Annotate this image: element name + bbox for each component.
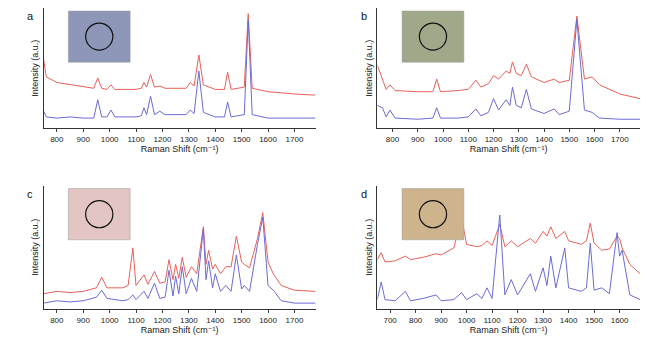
svg-text:Raman Shift (cm⁻¹): Raman Shift (cm⁻¹) [470,144,548,154]
svg-text:1500: 1500 [560,135,578,144]
svg-text:800: 800 [50,316,64,325]
svg-text:1700: 1700 [611,135,629,144]
svg-text:1000: 1000 [101,316,119,325]
svg-text:Raman Shift (cm⁻¹): Raman Shift (cm⁻¹) [141,325,219,335]
svg-text:1200: 1200 [485,135,503,144]
svg-text:b: b [361,10,367,22]
svg-text:Intensity (a.u.): Intensity (a.u.) [30,40,40,97]
svg-text:800: 800 [386,135,400,144]
svg-text:1200: 1200 [154,135,172,144]
svg-text:Intensity (a.u.): Intensity (a.u.) [364,40,374,97]
svg-text:1300: 1300 [180,316,198,325]
svg-text:900: 900 [411,135,425,144]
svg-text:800: 800 [409,316,423,325]
svg-text:1400: 1400 [535,135,553,144]
svg-text:1300: 1300 [180,135,198,144]
svg-text:d: d [361,188,367,200]
svg-text:1500: 1500 [233,135,251,144]
svg-text:800: 800 [50,135,64,144]
svg-text:900: 900 [77,316,91,325]
svg-text:1000: 1000 [434,135,452,144]
svg-text:900: 900 [434,316,448,325]
svg-text:1300: 1300 [510,135,528,144]
svg-text:1200: 1200 [154,316,172,325]
svg-text:Raman Shift (cm⁻¹): Raman Shift (cm⁻¹) [141,144,219,154]
svg-text:700: 700 [383,316,397,325]
svg-text:1000: 1000 [101,135,119,144]
svg-text:1100: 1100 [127,316,145,325]
svg-text:1400: 1400 [206,316,224,325]
svg-text:1400: 1400 [206,135,224,144]
svg-text:c: c [27,188,33,200]
svg-text:1100: 1100 [460,135,478,144]
svg-text:Raman Shift (cm⁻¹): Raman Shift (cm⁻¹) [470,325,548,335]
svg-text:1100: 1100 [483,316,501,325]
svg-text:1400: 1400 [560,316,578,325]
svg-text:1600: 1600 [259,316,277,325]
svg-text:Intensity (a.u.): Intensity (a.u.) [30,219,40,276]
svg-text:1600: 1600 [586,135,604,144]
svg-text:1500: 1500 [585,316,603,325]
svg-text:1100: 1100 [127,135,145,144]
svg-text:Intensity (a.u.): Intensity (a.u.) [364,219,374,276]
svg-text:1700: 1700 [286,135,304,144]
svg-text:900: 900 [77,135,91,144]
svg-text:1300: 1300 [534,316,552,325]
svg-text:a: a [27,10,34,22]
svg-text:1600: 1600 [611,316,629,325]
svg-text:1500: 1500 [233,316,251,325]
svg-text:1600: 1600 [259,135,277,144]
svg-text:1000: 1000 [458,316,476,325]
svg-text:1700: 1700 [286,316,304,325]
svg-text:1200: 1200 [509,316,527,325]
